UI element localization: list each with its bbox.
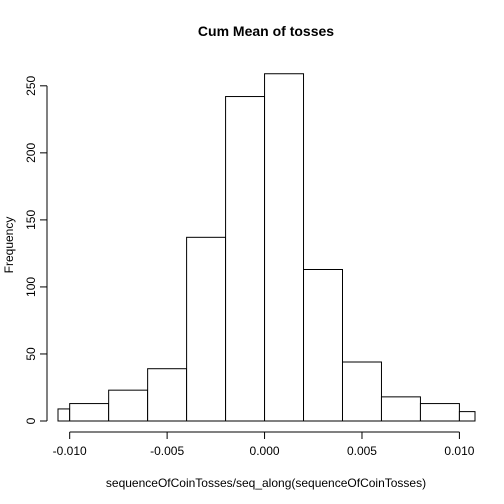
- histogram-bar: [57, 408, 71, 422]
- x-axis: -0.010 -0.005 0.000 0.005 0.010: [53, 431, 475, 458]
- histogram-bar: [186, 236, 227, 422]
- histogram-bar: [225, 96, 266, 422]
- bars-group: [57, 73, 476, 422]
- x-axis-label: sequenceOfCoinTosses/seq_along(sequenceO…: [106, 476, 426, 490]
- histogram-bar: [341, 361, 382, 422]
- x-tick-label: -0.005: [150, 444, 184, 458]
- histogram-bar: [69, 403, 110, 422]
- histogram-bar: [147, 368, 188, 422]
- x-tick-label: -0.010: [53, 444, 87, 458]
- y-axis: 0 50 100 150 200 250: [24, 75, 48, 424]
- y-tick-label: 200: [24, 143, 38, 163]
- y-tick-label: 50: [24, 347, 38, 361]
- histogram-bar: [303, 268, 343, 422]
- y-tick-label: 100: [24, 277, 38, 297]
- y-tick-label: 150: [24, 210, 38, 230]
- y-tick-label: 250: [24, 75, 38, 95]
- histogram-bar: [458, 411, 476, 422]
- y-axis-label: Frequency: [2, 217, 16, 274]
- histogram-bar: [380, 396, 421, 422]
- histogram-bar: [108, 389, 149, 422]
- x-tick-label: 0.010: [444, 444, 474, 458]
- chart-title: Cum Mean of tosses: [198, 23, 334, 39]
- y-tick-label: 0: [24, 417, 38, 424]
- x-tick-label: 0.000: [250, 444, 280, 458]
- histogram-bar: [264, 73, 305, 422]
- histogram-bar: [419, 403, 460, 422]
- x-tick-label: 0.005: [347, 444, 377, 458]
